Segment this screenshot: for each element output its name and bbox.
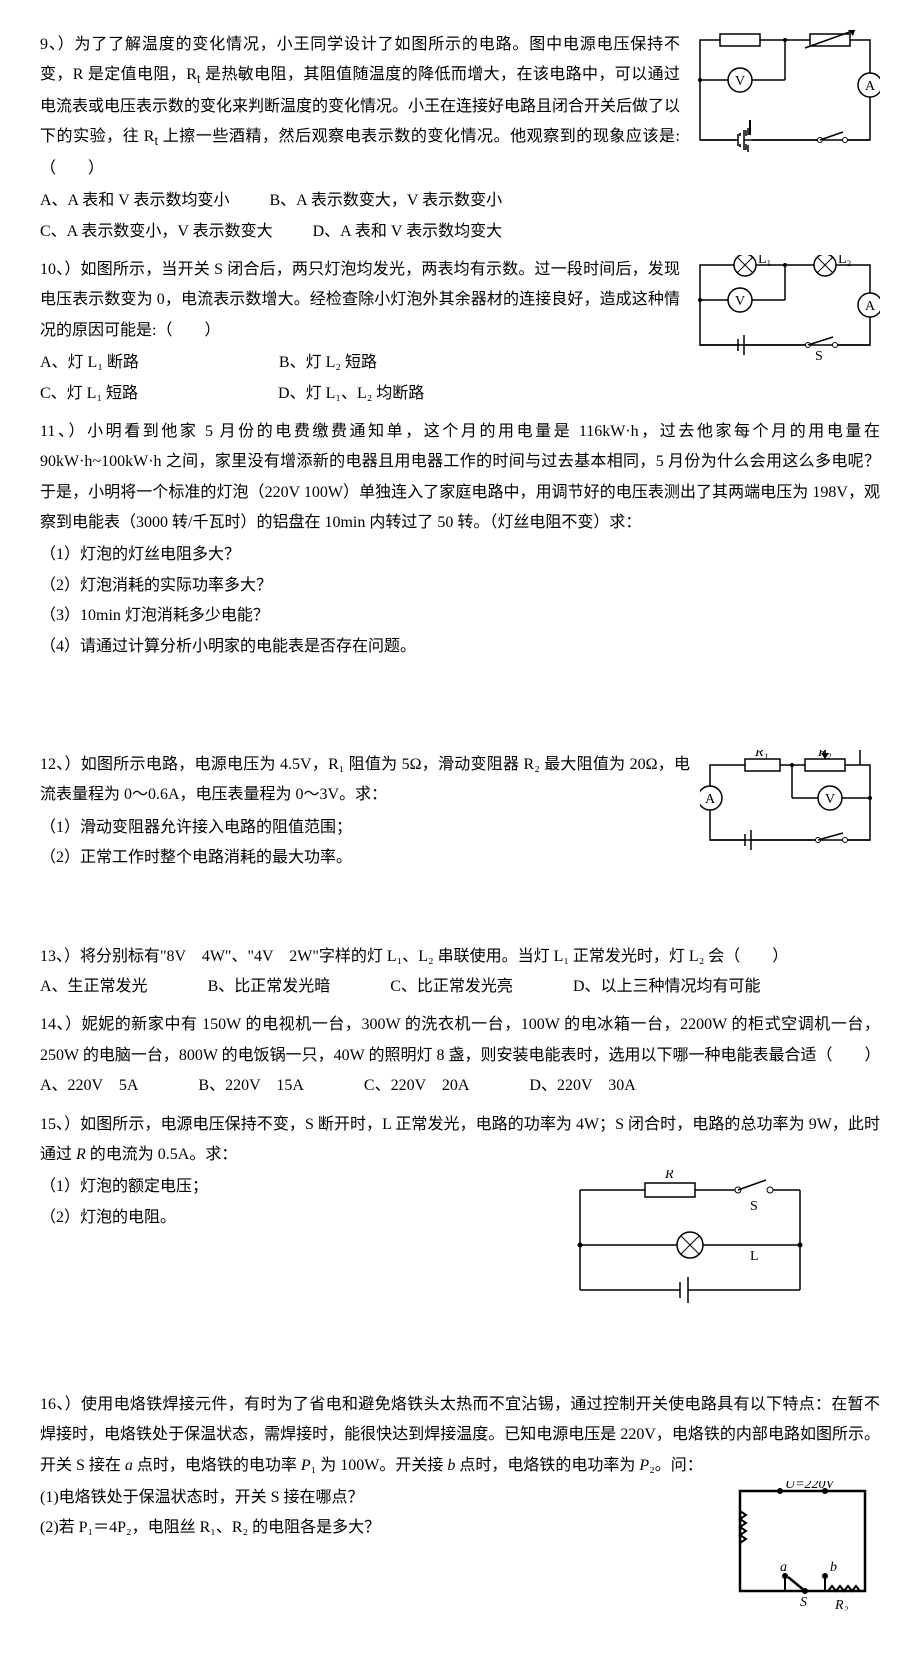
q10-label-L2: L₂ [838,255,852,267]
question-12: 12、）如图所示电路，电源电压为 4.5V，R₁ 阻值为 5Ω，滑动变阻器 R₂… [40,750,880,874]
q10-option-a: A、灯 L₁ 断路 [40,348,139,378]
q15-sub1: （1）灯泡的额定电压； [40,1172,550,1202]
q16-label-U: U=220V [785,1481,836,1492]
question-10: 10、）如图所示，当开关 S 闭合后，两只灯泡均发光，两表均有示数。过一段时间后… [40,255,880,409]
q11-text: 11、）小明看到他家 5 月份的电费缴费通知单，这个月的用电量是 116kW·h… [40,417,880,539]
q14-body: 妮妮的新家中有 150W 的电视机一台，300W 的洗衣机一台，100W 的电冰… [40,1016,880,1063]
question-16: 16、）使用电烙铁焊接元件，有时为了省电和避免烙铁头太热而不宜沾锡，通过控制开关… [40,1390,880,1623]
q11-sub2: （2）灯泡消耗的实际功率多大？ [40,571,880,601]
q16-sub1: (1)电烙铁处于保温状态时，开关 S 接在哪点？ [40,1483,720,1513]
q13-text: 13、）将分别标有"8V 4W"、"4V 2W"字样的灯 L₁、L₂ 串联使用。… [40,942,880,972]
q9-circuit-diagram: R Rₜ V A [690,30,880,171]
q10-label-L1: L₁ [758,255,771,267]
q15-label-L: L [750,1249,759,1264]
q10-label-V: V [735,294,745,309]
question-11: 11、）小明看到他家 5 月份的电费缴费通知单，这个月的用电量是 116kW·h… [40,417,880,662]
q12-circuit-diagram: R₁ R₂ V A [700,750,880,871]
q10-option-d: D、灯 L₁、L₂ 均断路 [278,379,424,409]
q16-circuit-diagram: U=220V a b S R₂ [730,1481,880,1622]
q9-option-d: D、A 表和 V 表示数均变大 [313,217,503,247]
q10-text: 10、）如图所示，当开关 S 闭合后，两只灯泡均发光，两表均有示数。过一段时间后… [40,255,680,346]
q11-body: 小明看到他家 5 月份的电费缴费通知单，这个月的用电量是 116kW·h，过去他… [40,423,880,531]
q15-circuit-diagram: R S L [560,1170,820,1321]
q10-options: A、灯 L₁ 断路 B、灯 L₂ 短路 C、灯 L₁ 短路 D、灯 L₁、L₂ … [40,348,680,409]
question-15: 15、）如图所示，电源电压保持不变，S 断开时，L 正常发光，电路的功率为 4W… [40,1110,880,1322]
q9-label-V: V [735,74,745,89]
q14-option-b: B、220V 15A [198,1071,304,1101]
q16-sub2: (2)若 P₁＝4P₂，电阻丝 R₁、R₂ 的电阻各是多大？ [40,1513,720,1543]
q11-sub1: （1）灯泡的灯丝电阻多大？ [40,540,880,570]
q10-body: 如图所示，当开关 S 闭合后，两只灯泡均发光，两表均有示数。过一段时间后，发现电… [40,261,680,339]
q14-option-c: C、220V 20A [364,1071,470,1101]
q13-option-a: A、生正常发光 [40,972,148,1002]
q11-sub4: （4）请通过计算分析小明家的电能表是否存在问题。 [40,632,880,662]
question-9: 9、）为了了解温度的变化情况，小王同学设计了如图所示的电路。图中电源电压保持不变… [40,30,880,247]
q13-options: A、生正常发光 B、比正常发光暗 C、比正常发光亮 D、以上三种情况均有可能 [40,972,880,1002]
q10-label-A: A [865,299,876,314]
question-13: 13、）将分别标有"8V 4W"、"4V 2W"字样的灯 L₁、L₂ 串联使用。… [40,942,880,1003]
q9-text: 9、）为了了解温度的变化情况，小王同学设计了如图所示的电路。图中电源电压保持不变… [40,30,680,184]
q15-text: 15、）如图所示，电源电压保持不变，S 断开时，L 正常发光，电路的功率为 4W… [40,1110,880,1171]
q12-label-A: A [705,792,716,807]
q9-label-R: R [735,30,745,34]
q16-label-S: S [800,1595,807,1610]
q9-options: A、A 表和 V 表示数均变小 B、A 表示数变大，V 表示数变小 C、A 表示… [40,186,680,247]
q16-body: 使用电烙铁焊接元件，有时为了省电和避免烙铁头太热而不宜沾锡，通过控制开关使电路具… [40,1396,880,1474]
q13-option-b: B、比正常发光暗 [208,972,331,1002]
question-14: 14、）妮妮的新家中有 150W 的电视机一台，300W 的洗衣机一台，100W… [40,1010,880,1101]
q13-body: 将分别标有"8V 4W"、"4V 2W"字样的灯 L₁、L₂ 串联使用。当灯 L… [80,948,788,965]
q13-option-d: D、以上三种情况均有可能 [573,972,761,1002]
q13-option-c: C、比正常发光亮 [390,972,513,1002]
q12-body: 如图所示电路，电源电压为 4.5V，R₁ 阻值为 5Ω，滑动变阻器 R₂ 最大阻… [40,756,690,803]
q9-label-A: A [865,79,876,94]
q12-sub1: （1）滑动变阻器允许接入电路的阻值范围； [40,813,690,843]
q14-option-a: A、220V 5A [40,1071,138,1101]
q15-label-S: S [750,1199,758,1214]
q10-circuit-diagram: L₁ L₂ V A [690,255,880,376]
q12-text: 12、）如图所示电路，电源电压为 4.5V，R₁ 阻值为 5Ω，滑动变阻器 R₂… [40,750,690,811]
q14-option-d: D、220V 30A [529,1071,635,1101]
q16-label-a: a [780,1560,787,1575]
q9-option-c: C、A 表示数变小，V 表示数变大 [40,217,273,247]
q15-body: 如图所示，电源电压保持不变，S 断开时，L 正常发光，电路的功率为 4W；S 闭… [40,1116,880,1163]
q12-label-V: V [825,792,835,807]
q14-text: 14、）妮妮的新家中有 150W 的电视机一台，300W 的洗衣机一台，100W… [40,1010,880,1071]
q12-sub2: （2）正常工作时整个电路消耗的最大功率。 [40,843,690,873]
q14-options: A、220V 5A B、220V 15A C、220V 20A D、220V 3… [40,1071,880,1101]
q15-label-R: R [664,1170,674,1182]
q12-label-R1: R₁ [754,750,768,760]
q9-label-Rt: Rₜ [825,30,838,34]
q12-label-R2: R₂ [817,750,832,760]
q10-option-b: B、灯 L₂ 短路 [279,348,377,378]
q15-sub2: （2）灯泡的电阻。 [40,1203,550,1233]
q9-option-b: B、A 表示数变大，V 表示数变小 [270,186,503,216]
q10-label-S: S [815,349,823,364]
q16-text: 16、）使用电烙铁焊接元件，有时为了省电和避免烙铁头太热而不宜沾锡，通过控制开关… [40,1390,880,1481]
q9-option-a: A、A 表和 V 表示数均变小 [40,186,230,216]
q10-option-c: C、灯 L₁ 短路 [40,379,138,409]
q16-label-R2: R₂ [834,1598,849,1611]
q11-sub3: （3）10min 灯泡消耗多少电能？ [40,601,880,631]
q16-label-b: b [830,1560,837,1575]
